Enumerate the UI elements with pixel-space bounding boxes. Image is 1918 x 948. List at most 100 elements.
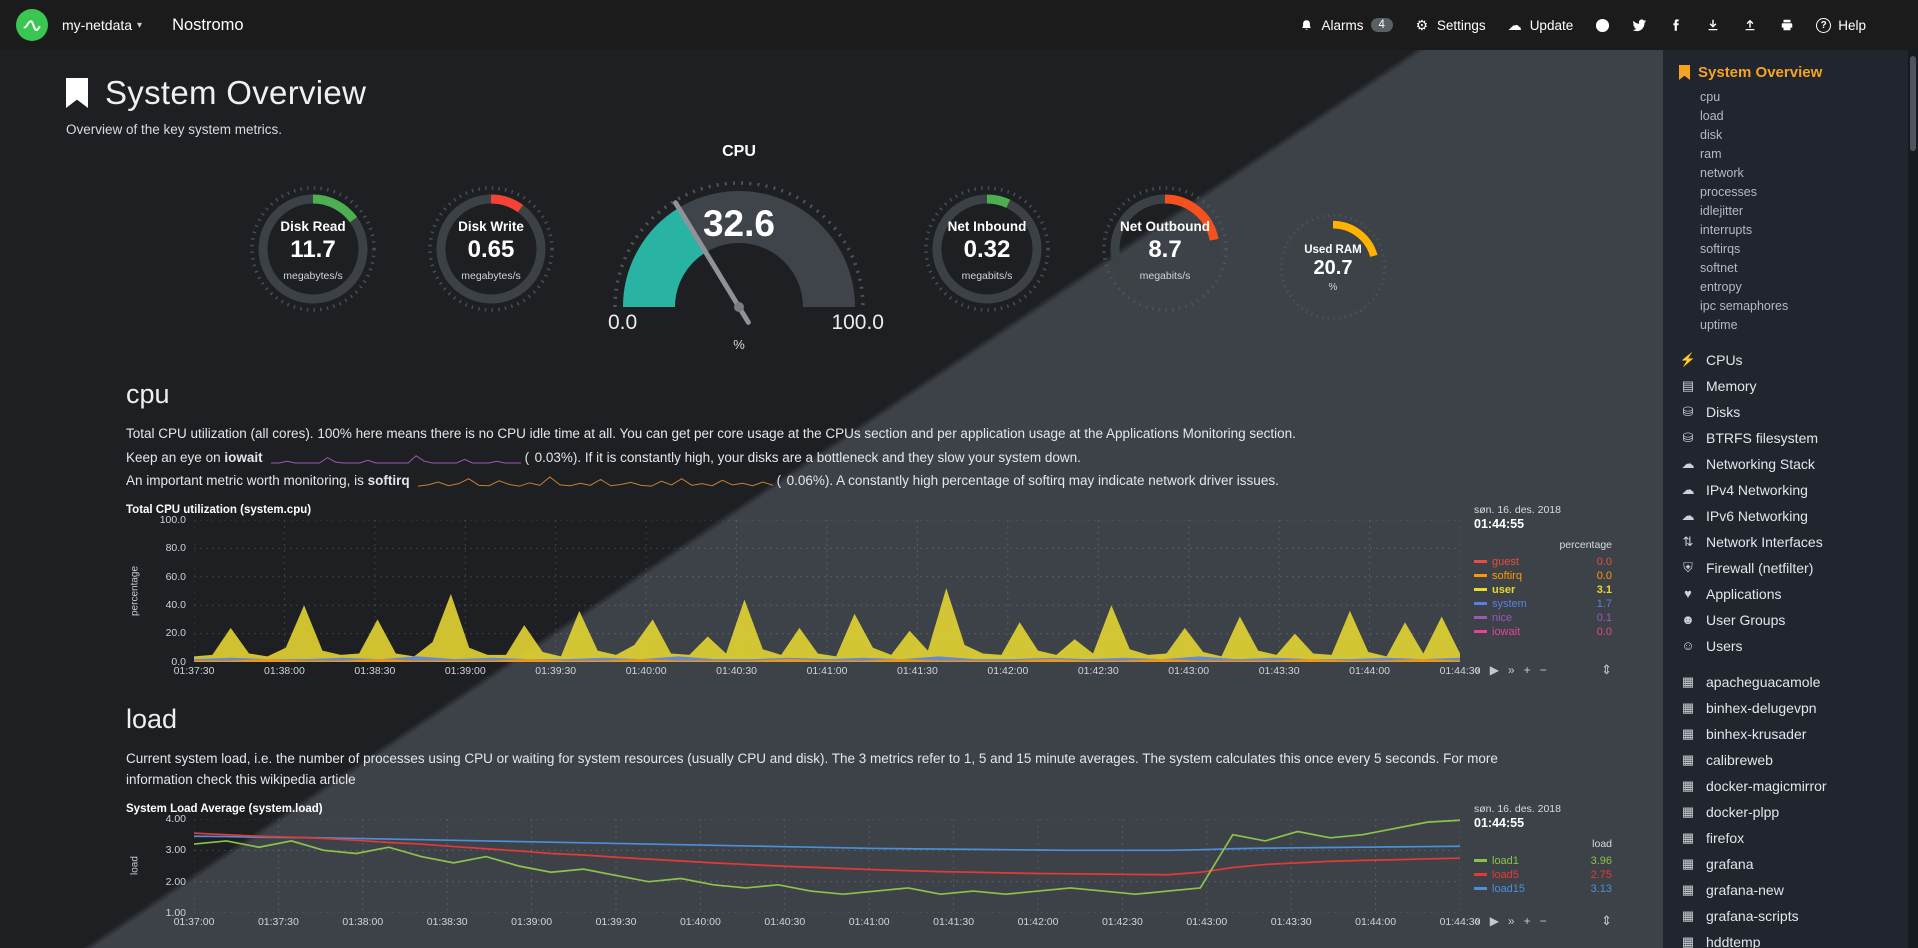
sidebar-item-disks[interactable]: ⛁ Disks bbox=[1679, 399, 1900, 425]
users-icon: ☻ bbox=[1681, 612, 1695, 627]
chart-pan-forward-button[interactable]: » bbox=[1507, 913, 1515, 928]
alarms-button[interactable]: Alarms 4 bbox=[1298, 17, 1393, 33]
port-icon: ⇅ bbox=[1682, 534, 1694, 549]
sidebar-item-softnet[interactable]: softnet bbox=[1700, 261, 1738, 275]
grid-icon: ▦ bbox=[1681, 908, 1695, 923]
sidebar-item-hddtemp[interactable]: ▦ hddtemp bbox=[1679, 929, 1900, 948]
alarms-count-badge: 4 bbox=[1370, 18, 1393, 32]
legend-item-load15[interactable]: load15 3.13 bbox=[1474, 883, 1612, 895]
chart-play-button[interactable]: ▶ bbox=[1489, 662, 1499, 677]
legend-item-softirq[interactable]: softirq 0.0 bbox=[1474, 570, 1612, 582]
chart-zoom-out-button[interactable]: − bbox=[1539, 913, 1547, 928]
gauge-disk-write[interactable]: Disk Write 0.65 megabytes/s bbox=[416, 174, 566, 324]
sidebar-item-firewall-netfilter[interactable]: ⛨ Firewall (netfilter) bbox=[1679, 555, 1900, 581]
sidebar-item-binhex-krusader[interactable]: ▦ binhex-krusader bbox=[1679, 721, 1900, 747]
sidebar-item-apacheguacamole[interactable]: ▦ apacheguacamole bbox=[1679, 669, 1900, 695]
sidebar-item-ipv6-networking[interactable]: ☁ IPv6 Networking bbox=[1679, 503, 1900, 529]
legend-item-nice[interactable]: nice 0.1 bbox=[1474, 612, 1612, 624]
sidebar-item-load[interactable]: load bbox=[1700, 109, 1724, 123]
bookmark-icon bbox=[1679, 65, 1690, 80]
gauge-cpu[interactable]: CPU 32.6 0.0 100.0 % bbox=[594, 143, 884, 355]
y-axis-label: load bbox=[129, 856, 141, 876]
help-button[interactable]: ? Help bbox=[1816, 17, 1866, 33]
gauge-net-outbound[interactable]: Net Outbound 8.7 megabits/s bbox=[1090, 174, 1240, 324]
update-button[interactable]: ☁ Update bbox=[1507, 17, 1574, 33]
facebook-button[interactable] bbox=[1668, 17, 1684, 33]
sidebar-item-cpu[interactable]: cpu bbox=[1700, 90, 1721, 104]
sidebar-item-idlejitter[interactable]: idlejitter bbox=[1700, 204, 1744, 218]
sidebar-item-firefox[interactable]: ▦ firefox bbox=[1679, 825, 1900, 851]
sidebar-item-label: Disks bbox=[1706, 404, 1741, 420]
sidebar-item-label: hddtemp bbox=[1706, 934, 1761, 948]
x-tick-label: 01:40:30 bbox=[764, 915, 806, 928]
gauge-net-inbound[interactable]: Net Inbound 0.32 megabits/s bbox=[912, 174, 1062, 324]
wikipedia-link[interactable]: this wikipedia article bbox=[235, 772, 356, 788]
sidebar-item-docker-plpp[interactable]: ▦ docker-plpp bbox=[1679, 799, 1900, 825]
sidebar-item-cpus[interactable]: ⚡ CPUs bbox=[1679, 347, 1900, 373]
print-button[interactable] bbox=[1779, 17, 1795, 33]
sidebar-item-docker-magicmirror[interactable]: ▦ docker-magicmirror bbox=[1679, 773, 1900, 799]
sidebar-item-label: apacheguacamole bbox=[1706, 674, 1821, 690]
chart-plot-area[interactable] bbox=[194, 520, 1460, 662]
legend-value: 0.0 bbox=[1596, 569, 1612, 582]
gauge-used-ram[interactable]: Used RAM 20.7 % bbox=[1268, 202, 1398, 332]
sidebar-item-grafana-new[interactable]: ▦ grafana-new bbox=[1679, 877, 1900, 903]
chart-play-button[interactable]: ▶ bbox=[1489, 913, 1499, 928]
sidebar-item-interrupts[interactable]: interrupts bbox=[1700, 223, 1753, 237]
legend-item-load5[interactable]: load5 2.75 bbox=[1474, 869, 1612, 881]
my-netdata-menu[interactable]: my-netdata ▾ bbox=[62, 17, 142, 33]
sidebar-item-softirqs[interactable]: softirqs bbox=[1700, 242, 1741, 256]
legend-color-dash bbox=[1474, 873, 1487, 877]
chart-zoom-in-button[interactable]: + bbox=[1523, 913, 1531, 928]
gauge-disk-read[interactable]: Disk Read 11.7 megabytes/s bbox=[238, 174, 388, 324]
twitter-button[interactable] bbox=[1631, 17, 1647, 33]
sidebar-item-disk[interactable]: disk bbox=[1700, 128, 1723, 142]
sidebar-item-networking-stack[interactable]: ☁ Networking Stack bbox=[1679, 451, 1900, 477]
sidebar-item-uptime[interactable]: uptime bbox=[1700, 318, 1738, 332]
chart-pan-backward-button[interactable]: « bbox=[1474, 913, 1481, 928]
sidebar-item-btrfs-filesystem[interactable]: ⛁ BTRFS filesystem bbox=[1679, 425, 1900, 451]
sidebar-item-memory[interactable]: ▤ Memory bbox=[1679, 373, 1900, 399]
sidebar-item-binhex-delugevpn[interactable]: ▦ binhex-delugevpn bbox=[1679, 695, 1900, 721]
grid-icon: ▦ bbox=[1681, 674, 1695, 689]
chart-plot-area[interactable] bbox=[194, 819, 1460, 913]
load-section: load Current system load, i.e. the numbe… bbox=[0, 704, 1663, 931]
export-button[interactable] bbox=[1742, 17, 1758, 33]
legend-item-iowait[interactable]: iowait 0.0 bbox=[1474, 626, 1612, 638]
chart-pan-forward-button[interactable]: » bbox=[1507, 662, 1515, 677]
chart-zoom-out-button[interactable]: − bbox=[1539, 662, 1547, 677]
legend-item-user[interactable]: user 3.1 bbox=[1474, 584, 1612, 596]
import-button[interactable] bbox=[1705, 17, 1721, 33]
sidebar-item-ipc-semaphores[interactable]: ipc semaphores bbox=[1700, 299, 1789, 313]
chart-zoom-in-button[interactable]: + bbox=[1523, 662, 1531, 677]
x-tick-label: 01:42:30 bbox=[1077, 664, 1119, 677]
sidebar-item-label: IPv4 Networking bbox=[1706, 482, 1808, 498]
sidebar-item-grafana[interactable]: ▦ grafana bbox=[1679, 851, 1900, 877]
legend-item-load1[interactable]: load1 3.96 bbox=[1474, 855, 1612, 867]
github-button[interactable] bbox=[1594, 17, 1610, 33]
legend-item-guest[interactable]: guest 0.0 bbox=[1474, 556, 1612, 568]
sidebar-item-ipv4-networking[interactable]: ☁ IPv4 Networking bbox=[1679, 477, 1900, 503]
sidebar-item-system-overview[interactable]: System Overview bbox=[1679, 64, 1900, 81]
scrollbar-thumb[interactable] bbox=[1910, 56, 1916, 151]
sidebar-item-entropy[interactable]: entropy bbox=[1700, 280, 1742, 294]
sidebar-item-users[interactable]: ☺ Users bbox=[1679, 633, 1900, 659]
sidebar-item-network[interactable]: network bbox=[1700, 166, 1744, 180]
grid-icon: ▦ bbox=[1681, 804, 1695, 819]
sidebar-item-ram[interactable]: ram bbox=[1700, 147, 1722, 161]
chart-resize-handle[interactable]: ⇕ bbox=[1601, 661, 1612, 677]
netdata-logo-icon[interactable] bbox=[16, 9, 48, 41]
sidebar-item-calibreweb[interactable]: ▦ calibreweb bbox=[1679, 747, 1900, 773]
sidebar-scrollbar[interactable] bbox=[1908, 50, 1918, 948]
sidebar-item-grafana-scripts[interactable]: ▦ grafana-scripts bbox=[1679, 903, 1900, 929]
chart-resize-handle[interactable]: ⇕ bbox=[1601, 912, 1612, 928]
chart-pan-backward-button[interactable]: « bbox=[1474, 662, 1481, 677]
sidebar-item-network-interfaces[interactable]: ⇅ Network Interfaces bbox=[1679, 529, 1900, 555]
sidebar-item-user-groups[interactable]: ☻ User Groups bbox=[1679, 607, 1900, 633]
gauge-unit: % bbox=[1328, 282, 1338, 293]
x-tick-label: 01:44:30 bbox=[1439, 664, 1481, 677]
legend-item-system[interactable]: system 1.7 bbox=[1474, 598, 1612, 610]
sidebar-item-processes[interactable]: processes bbox=[1700, 185, 1757, 199]
sidebar-item-applications[interactable]: ♥ Applications bbox=[1679, 581, 1900, 607]
settings-button[interactable]: ⚙ Settings bbox=[1414, 17, 1486, 33]
